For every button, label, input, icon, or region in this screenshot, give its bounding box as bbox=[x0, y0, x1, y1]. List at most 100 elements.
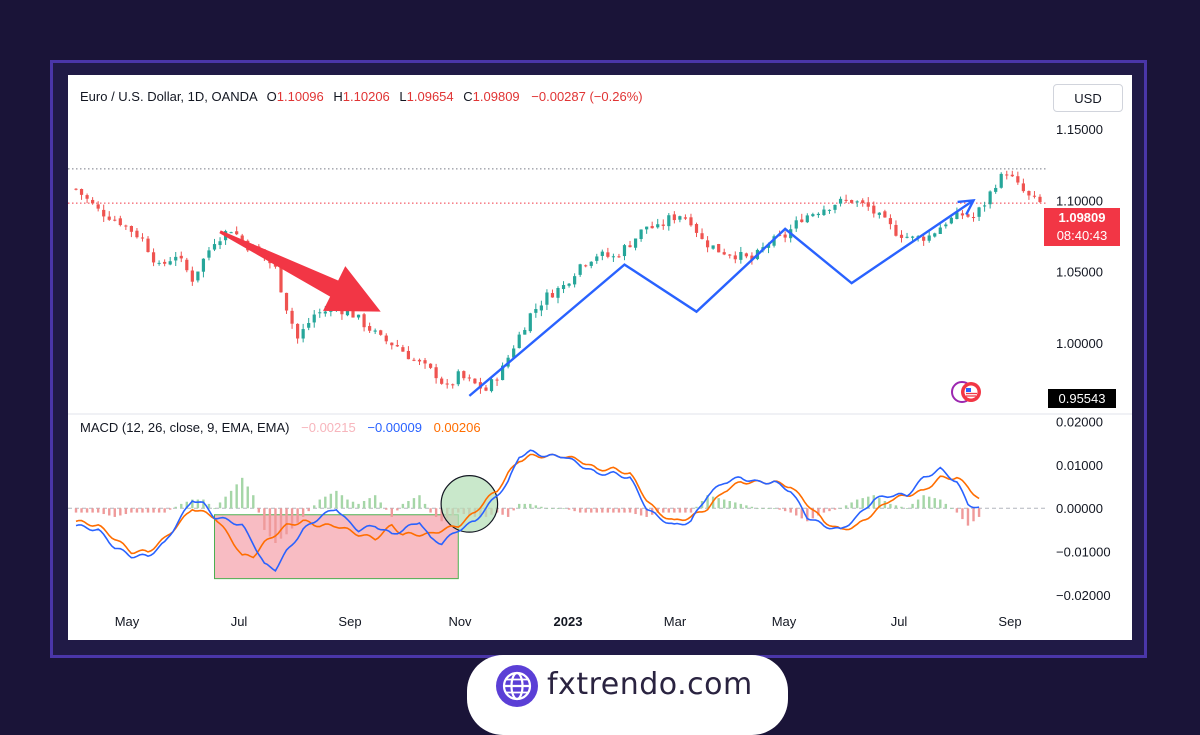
macd-histogram-bar bbox=[573, 508, 576, 512]
macd-histogram-bar bbox=[207, 503, 211, 509]
macd-histogram-bar bbox=[717, 498, 720, 509]
macd-histogram-bar bbox=[401, 503, 405, 509]
macd-histogram-bar bbox=[723, 499, 726, 509]
candle-body bbox=[783, 234, 787, 238]
candle-body bbox=[284, 292, 289, 311]
currency-button[interactable]: USD bbox=[1053, 84, 1123, 112]
macd-histogram-bar bbox=[241, 477, 244, 509]
macd-histogram-bar bbox=[556, 508, 560, 510]
chart-canvas[interactable]: 1.15000 1.10000 1.05000 1.00000 0.02000 0.010… bbox=[68, 75, 1132, 640]
macd-histogram-bar bbox=[506, 508, 510, 517]
macd-histogram-bar bbox=[927, 496, 931, 509]
macd-histogram-bar bbox=[850, 502, 853, 509]
macd-histogram-bar bbox=[196, 499, 200, 509]
candle-body bbox=[495, 379, 499, 381]
macd-histogram-bar bbox=[728, 501, 731, 509]
candle-body bbox=[550, 293, 555, 298]
macd-histogram-bar bbox=[102, 508, 105, 515]
macd-histogram-bar bbox=[263, 508, 266, 530]
macd-histogram-bar bbox=[357, 503, 360, 509]
open-value: 1.10096 bbox=[276, 89, 324, 104]
macd-histogram-bar bbox=[734, 502, 737, 509]
candle-body bbox=[938, 227, 942, 234]
last-price-tag: 1.09809 08:40:43 bbox=[1044, 208, 1120, 246]
macd-histogram-bar bbox=[91, 508, 94, 513]
candle-body bbox=[999, 173, 1003, 188]
candle-body bbox=[74, 188, 78, 190]
macd-histogram-bar bbox=[955, 508, 959, 513]
candle-body bbox=[899, 234, 904, 238]
us-flag-icon[interactable] bbox=[951, 381, 983, 403]
candle-body bbox=[661, 224, 665, 226]
macd-histogram-bar bbox=[301, 508, 305, 517]
candle-body bbox=[201, 258, 206, 272]
candle-body bbox=[512, 348, 516, 358]
macd-histogram-bar bbox=[855, 499, 859, 509]
macd-histogram-bar bbox=[85, 508, 89, 513]
candle-body bbox=[772, 236, 776, 246]
candle-body bbox=[207, 250, 211, 258]
candle-body bbox=[556, 288, 560, 298]
candle-body bbox=[1010, 174, 1014, 177]
macd-histogram-bar bbox=[224, 496, 227, 509]
macd-histogram-bar bbox=[440, 508, 443, 522]
macd-legend: MACD (12, 26, close, 9, EMA, EMA) −0.002… bbox=[80, 420, 481, 435]
time-axis-tick: Nov bbox=[448, 614, 472, 629]
candle-body bbox=[190, 270, 194, 282]
candle-body bbox=[356, 314, 361, 318]
macd-histogram-value: −0.00215 bbox=[301, 420, 356, 435]
candle-body bbox=[362, 314, 366, 328]
candle-body bbox=[694, 224, 699, 233]
candle-body bbox=[960, 213, 965, 216]
macd-histogram-bar bbox=[839, 508, 842, 510]
macd-histogram-bar bbox=[385, 508, 388, 510]
macd-histogram-bar bbox=[750, 506, 754, 509]
macd-histogram-bar bbox=[141, 508, 144, 513]
macd-histogram-bar bbox=[900, 506, 903, 509]
candle-body bbox=[1027, 191, 1031, 196]
candle-body bbox=[107, 216, 111, 220]
macd-histogram-bar bbox=[307, 508, 310, 512]
candle-body bbox=[318, 312, 322, 314]
macd-axis-tick: 0.00000 bbox=[1056, 501, 1103, 516]
time-axis-tick: Jul bbox=[891, 614, 908, 629]
macd-histogram-bar bbox=[218, 502, 222, 509]
candle-body bbox=[689, 217, 693, 226]
candle-body bbox=[445, 383, 449, 385]
candle-body bbox=[573, 276, 577, 285]
macd-line-value: −0.00009 bbox=[367, 420, 422, 435]
candle-body bbox=[672, 214, 676, 221]
candle-body bbox=[595, 256, 599, 261]
macd-histogram-bar bbox=[523, 503, 526, 509]
macd-histogram-bar bbox=[96, 508, 100, 513]
macd-histogram-bar bbox=[368, 498, 371, 509]
candle-body bbox=[711, 245, 715, 249]
candle-body bbox=[739, 251, 743, 260]
candle-body bbox=[861, 200, 865, 203]
candle-body bbox=[955, 212, 959, 219]
macd-histogram-bar bbox=[695, 506, 698, 509]
macd-histogram-bar bbox=[434, 508, 438, 517]
macd-histogram-bar bbox=[324, 496, 327, 509]
macd-histogram-bar bbox=[174, 506, 177, 509]
crossover-circle bbox=[440, 475, 499, 533]
brand-name: fxtrendo.com bbox=[547, 667, 753, 702]
candle-body bbox=[584, 265, 588, 267]
open-label: O bbox=[266, 89, 277, 104]
candle-body bbox=[528, 313, 532, 332]
signal-line bbox=[75, 453, 980, 559]
change-value: −0.00287 (−0.26%) bbox=[531, 89, 643, 104]
candle-body bbox=[401, 347, 405, 352]
candle-body bbox=[905, 236, 909, 238]
macd-histogram-bar bbox=[318, 499, 321, 509]
candle-body bbox=[872, 205, 876, 214]
macd-histogram-bar bbox=[772, 508, 776, 510]
macd-histogram-bar bbox=[135, 508, 139, 513]
candle-body bbox=[534, 309, 538, 313]
brand-badge: fxtrendo.com bbox=[467, 655, 788, 735]
macd-histogram-bar bbox=[346, 499, 349, 509]
candle-body bbox=[196, 271, 200, 281]
macd-histogram-bar bbox=[390, 508, 393, 517]
close-label: C bbox=[463, 89, 473, 104]
macd-histogram-bar bbox=[567, 508, 571, 510]
